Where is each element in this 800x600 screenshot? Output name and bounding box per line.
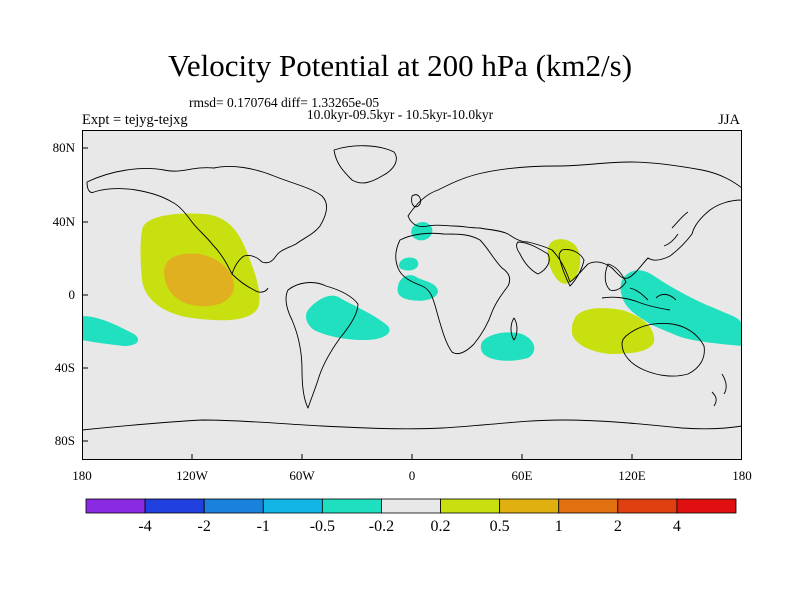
lon-label-180w: 180 xyxy=(72,468,92,483)
lon-label-120e: 120E xyxy=(618,468,646,483)
colorbar-label: -0.2 xyxy=(368,518,395,535)
colorbar-swatch xyxy=(617,498,678,514)
colorbar-swatch xyxy=(85,498,146,514)
contour-fills xyxy=(82,213,742,361)
coast-africa xyxy=(395,232,511,355)
coast-arabia xyxy=(516,241,550,275)
coastlines xyxy=(82,145,742,431)
coast-madagascar xyxy=(510,317,518,341)
colorbar-swatch xyxy=(203,498,264,514)
contour-negative-southpacific-west xyxy=(82,316,139,346)
colorbar-label: -0.5 xyxy=(309,518,336,535)
lat-label-40s: 40S xyxy=(54,360,75,375)
contour-negative-westafrica1 xyxy=(398,257,419,271)
colorbar-label: 1 xyxy=(554,518,563,535)
map-ticks xyxy=(82,147,633,460)
world-map xyxy=(82,130,742,460)
season-label: JJA xyxy=(718,112,740,128)
coast-japan xyxy=(663,211,689,247)
period-line: 10.0kyr-09.5kyr - 10.5kyr-10.0kyr xyxy=(306,107,494,122)
contour-negative-westafrica2 xyxy=(397,275,438,301)
colorbar-label: 0.5 xyxy=(489,518,510,535)
coast-uk xyxy=(411,194,421,208)
colorbar-swatch xyxy=(558,498,619,514)
stats-line: rmsd= 0.170764 diff= 1.33265e-05 xyxy=(189,95,380,110)
coast-indonesia xyxy=(601,287,677,311)
colorbar-label: -1 xyxy=(256,518,270,535)
colorbar-swatch xyxy=(321,498,382,514)
colorbar-swatch xyxy=(144,498,205,514)
colorbar-label: 0.2 xyxy=(430,518,451,535)
contour-positive-indianocean xyxy=(572,308,655,354)
lon-label-60e: 60E xyxy=(511,468,533,483)
coast-se-asia xyxy=(604,263,627,291)
colorbar xyxy=(85,498,737,514)
coast-greenland xyxy=(333,145,397,184)
coast-antarctica xyxy=(82,419,742,431)
coast-europe-asia xyxy=(407,161,742,283)
coast-north-america xyxy=(86,165,327,275)
colorbar-label: 4 xyxy=(672,518,681,535)
coast-central-america xyxy=(231,273,269,293)
lat-label-80n: 80N xyxy=(52,140,75,155)
lat-label-40n: 40N xyxy=(52,214,75,229)
contour-negative-southamerica xyxy=(306,295,390,340)
coast-india xyxy=(558,249,585,287)
lon-label-180e: 180 xyxy=(732,468,752,483)
lon-label-120w: 120W xyxy=(176,468,208,483)
coast-new-zealand xyxy=(711,373,727,407)
coast-australia xyxy=(621,323,705,377)
contour-negative-southatlantic xyxy=(480,332,535,361)
lon-label-0: 0 xyxy=(408,468,416,483)
contour-strong-eastpacific xyxy=(164,253,234,307)
colorbar-label: 2 xyxy=(613,518,622,535)
colorbar-swatch xyxy=(262,498,323,514)
colorbar-swatch xyxy=(499,498,560,514)
lat-label-0: 0 xyxy=(68,287,76,302)
experiment-label: Expt = tejyg-tejxg xyxy=(82,112,188,128)
coast-south-america xyxy=(285,282,359,409)
colorbar-label: -4 xyxy=(138,518,152,535)
contour-negative-maritime xyxy=(620,270,742,346)
colorbar-label: -2 xyxy=(197,518,211,535)
colorbar-swatch xyxy=(676,498,737,514)
colorbar-swatch xyxy=(440,498,501,514)
lat-label-80s: 80S xyxy=(54,433,75,448)
chart-title: Velocity Potential at 200 hPa (km2/s) xyxy=(167,48,633,83)
colorbar-swatch xyxy=(381,498,441,514)
lon-label-60w: 60W xyxy=(289,468,315,483)
